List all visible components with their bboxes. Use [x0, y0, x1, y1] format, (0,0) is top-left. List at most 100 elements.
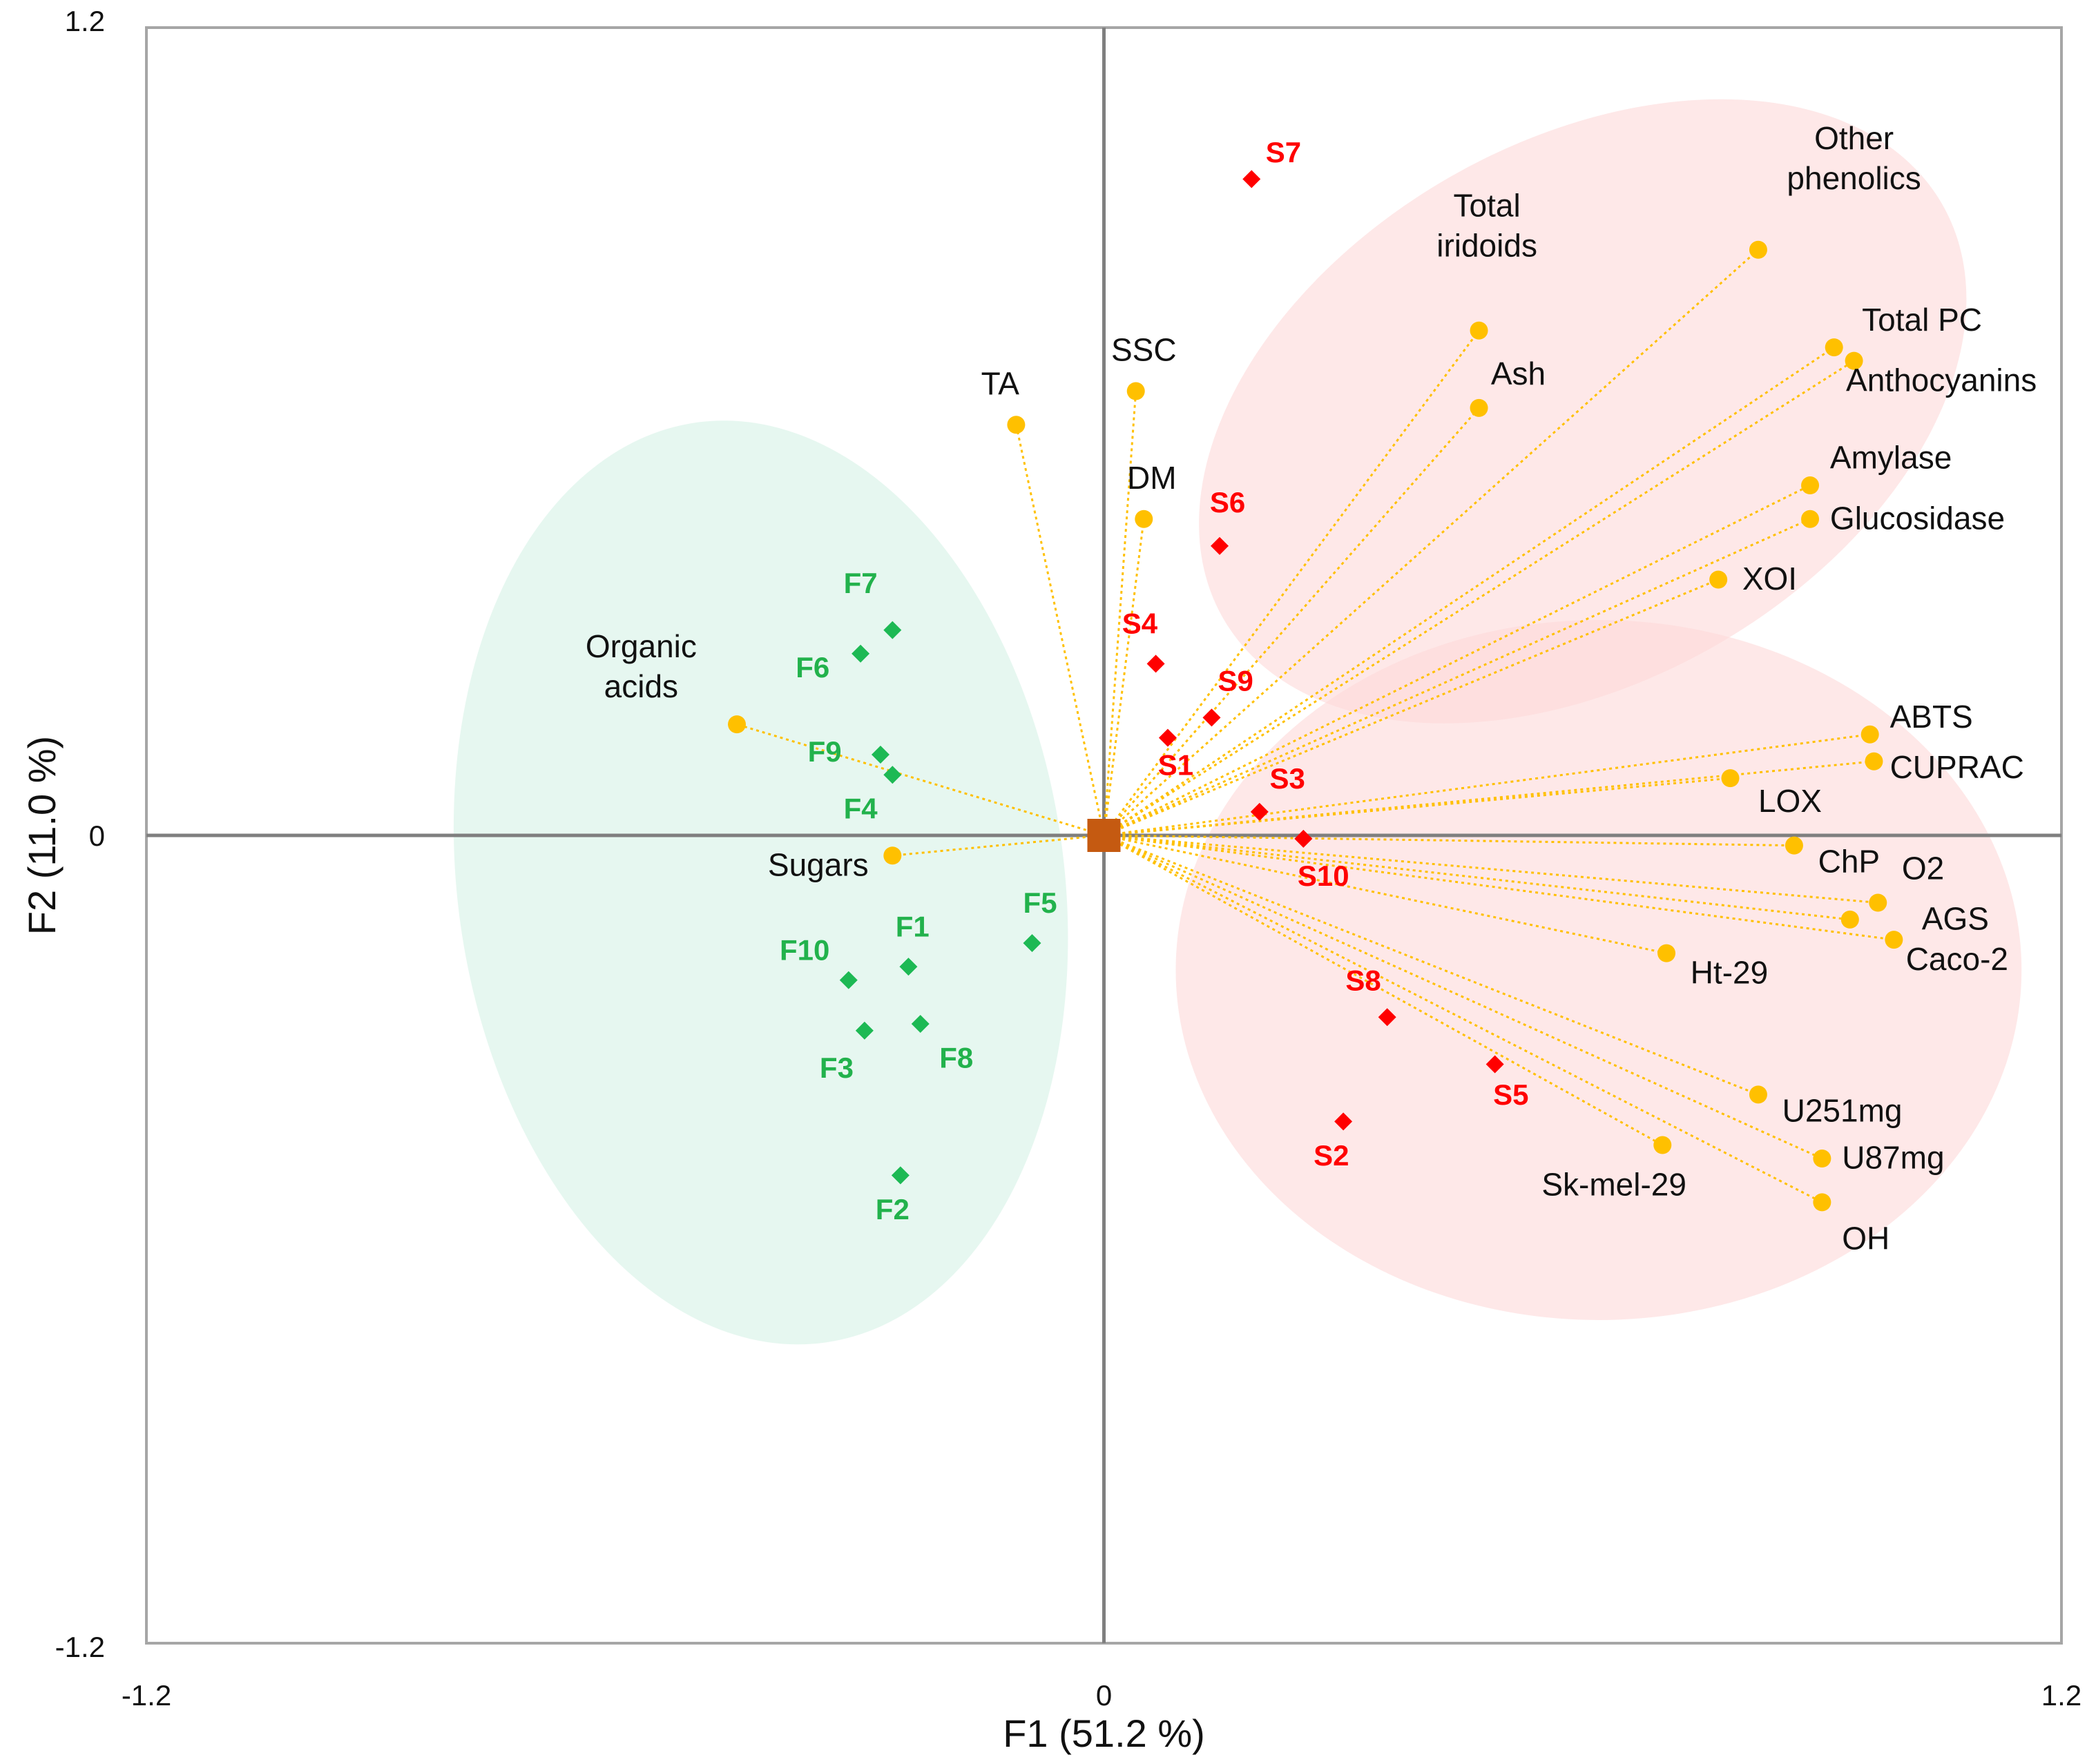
loading-line	[892, 834, 1104, 857]
variable-point	[1860, 725, 1879, 744]
variable-label-line: phenolics	[1787, 160, 1921, 196]
loading-line	[1103, 834, 1823, 1203]
stored-sample-point	[1202, 708, 1221, 727]
variable-label: XOI	[1742, 561, 1797, 597]
fresh-sample-label: F2	[876, 1193, 910, 1225]
fresh-sample-point	[911, 1015, 930, 1033]
variable-label: Sk-mel-29	[1541, 1167, 1686, 1203]
variable-point	[1845, 351, 1863, 370]
stored-sample-label: S9	[1218, 664, 1253, 697]
variable-point	[1709, 570, 1728, 589]
variable-point	[1657, 944, 1676, 962]
variable-label: Anthocyanins	[1846, 362, 2037, 398]
variable-point	[1785, 836, 1803, 855]
loading-line	[1103, 579, 1719, 837]
loading-line	[1104, 834, 1667, 955]
variable-point	[1813, 1193, 1831, 1212]
ellipses-layer	[453, 99, 2022, 1345]
stored-sample-label: S2	[1314, 1139, 1349, 1172]
fresh-sample-point	[891, 1166, 910, 1185]
variable-label: DM	[1127, 460, 1177, 496]
variable-label: Total PC	[1862, 302, 1982, 338]
variable-label-line: Organic	[586, 628, 697, 664]
loading-line	[1014, 424, 1105, 836]
stored-sample-point	[1146, 655, 1165, 673]
variable-point	[1840, 910, 1859, 929]
variable-label: Sugars	[768, 847, 869, 883]
fresh-sample-label: F9	[808, 735, 842, 768]
variable-label: CUPRAC	[1890, 749, 2024, 785]
origin-marker	[1087, 819, 1121, 852]
variable-point	[1135, 510, 1153, 528]
loading-line	[1103, 360, 1855, 837]
fresh-sample-point	[899, 958, 918, 976]
loading-line	[1103, 834, 1664, 1146]
loading-line	[1104, 733, 1870, 837]
variable-label: Amylase	[1830, 440, 1952, 476]
fresh-sample-point	[852, 644, 870, 663]
loading-line	[1104, 834, 1878, 904]
fresh-sample-point	[855, 1021, 874, 1040]
stored-sample-label: S4	[1122, 608, 1158, 640]
loading-line	[736, 723, 1104, 837]
variable-point	[1813, 1150, 1831, 1167]
variable-label: LOX	[1758, 783, 1822, 819]
fresh-sample-label: F1	[896, 910, 930, 942]
variable-label: TA	[981, 365, 1020, 401]
variable-point	[883, 846, 902, 865]
variable-label: ChP	[1818, 844, 1880, 880]
variable-label: SSC	[1111, 332, 1177, 368]
fresh-sample-point	[883, 621, 902, 639]
fresh-sample-label: F6	[796, 651, 829, 684]
fresh-sample-label: F3	[820, 1051, 854, 1084]
variable-point	[1869, 893, 1887, 912]
variable-label-line: acids	[604, 668, 678, 704]
fresh-sample-point	[871, 746, 889, 764]
variable-label: Ht-29	[1691, 955, 1768, 991]
loading-line	[1104, 834, 1894, 941]
x-axis-title: F1 (51.2 %)	[1003, 1712, 1205, 1755]
x-tick-label: 1.2	[2041, 1679, 2081, 1712]
ellipse-s-lower	[1175, 620, 2022, 1320]
loading-line	[1104, 834, 1850, 921]
stored-sample-point	[1378, 1008, 1396, 1027]
ellipse-f	[453, 420, 1068, 1345]
labels-layer: TA SSC DM Total iridoids Ash Other phenolics Tot…	[586, 120, 2037, 1257]
y-tick-label: 0	[89, 820, 105, 852]
variable-point	[1885, 931, 1903, 949]
stored-sample-label: S8	[1345, 964, 1381, 996]
variable-label-line: iridoids	[1436, 228, 1537, 264]
fresh-sample-point	[839, 971, 858, 989]
fresh-sample-label: F7	[844, 567, 878, 599]
fresh-sample-label: F8	[939, 1041, 973, 1074]
y-tick-label: -1.2	[55, 1631, 105, 1663]
variable-point	[728, 715, 747, 734]
loading-lines-layer	[736, 249, 1894, 1203]
fresh-sample-point	[883, 766, 902, 784]
x-tick-label: 0	[1096, 1679, 1112, 1712]
fresh-sample-point	[1023, 934, 1041, 952]
variable-label: U87mg	[1842, 1140, 1944, 1176]
stored-sample-point	[1211, 536, 1229, 555]
stored-sample-point	[1242, 170, 1261, 188]
loading-line	[1104, 777, 1731, 837]
variable-label: Total iridoids	[1436, 188, 1537, 264]
stored-sample-point	[1294, 829, 1313, 848]
variable-point	[1749, 1085, 1767, 1104]
axes-text-layer: F1 (51.2 %) F2 (11.0 %) -1.2 0 1.2 1.2 0 -1.2	[20, 5, 2081, 1755]
variable-label-line: Other	[1814, 120, 1894, 156]
variable-point	[1749, 240, 1767, 259]
fresh-sample-label: F10	[780, 933, 829, 966]
points-layer	[728, 170, 1903, 1212]
variable-point	[1126, 382, 1145, 400]
stored-sample-point	[1158, 728, 1177, 747]
stored-sample-label: S1	[1158, 748, 1193, 781]
variable-label: Ash	[1491, 356, 1546, 391]
variable-label: Caco-2	[1906, 941, 2008, 977]
loading-line	[1103, 329, 1480, 836]
x-tick-label: -1.2	[122, 1679, 171, 1712]
stored-sample-label: S3	[1270, 762, 1305, 795]
variable-label: U251mg	[1782, 1092, 1903, 1128]
stored-sample-label: S6	[1210, 486, 1245, 518]
